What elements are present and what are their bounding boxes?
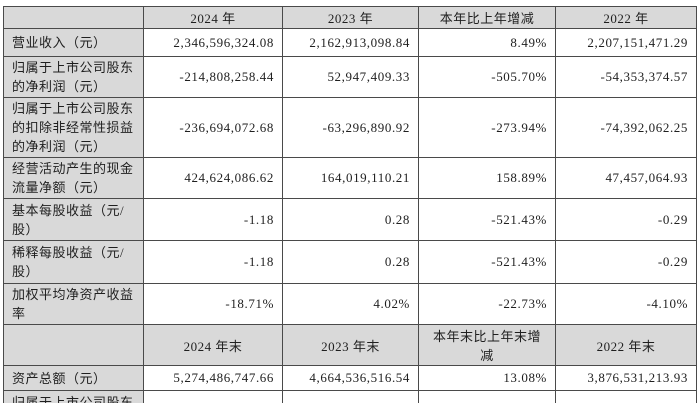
cell-value: -273.94%: [418, 97, 556, 158]
table-row-net-profit-deducted: 归属于上市公司股东的扣除非经常性损益的净利润（元） -236,694,072.6…: [3, 97, 697, 158]
table-row-basic-eps: 基本每股收益（元/股） -1.18 0.28 -521.43% -0.29: [3, 198, 697, 241]
col-header-2022: 2022 年: [555, 6, 697, 29]
corner-cell: [3, 324, 144, 366]
section-header-row: 2024 年末 2023 年末 本年末比上年末增减 2022 年末: [3, 324, 697, 366]
row-label: 归属于上市公司股东的净利润（元）: [3, 56, 144, 98]
cell-value: -214,808,258.44: [143, 56, 283, 98]
cell-value: 13.08%: [418, 365, 556, 391]
cell-value: 47,457,064.93: [555, 157, 697, 199]
table-row-total-assets: 资产总额（元） 5,274,486,747.66 4,664,536,516.5…: [3, 365, 697, 391]
cell-value: 1,283,599,997.43: [555, 390, 697, 403]
cell-value: -54,353,374.57: [555, 56, 697, 98]
cell-value: 2,207,151,471.29: [555, 28, 697, 57]
cell-value: -236,694,072.68: [143, 97, 283, 158]
cell-value: -22.73%: [418, 283, 556, 325]
row-label: 归属于上市公司股东的扣除非经常性损益的净利润（元）: [3, 97, 144, 158]
cell-value: 1,331,189,169.16: [282, 390, 419, 403]
row-label: 稀释每股收益（元/股）: [3, 240, 144, 284]
cell-value: -74,392,062.25: [555, 97, 697, 158]
row-label: 加权平均净资产收益率: [3, 283, 144, 325]
row-label: 归属于上市公司股东的净资产（元）: [3, 390, 144, 403]
cell-value: -505.70%: [418, 56, 556, 98]
cell-value: -1.18: [143, 240, 283, 284]
cell-value: 2,162,913,098.84: [282, 28, 419, 57]
section-header-row: 2024 年 2023 年 本年比上年增减 2022 年: [3, 6, 697, 29]
cell-value: 0.28: [282, 240, 419, 284]
cell-value: 1,042,147,976.95: [143, 390, 283, 403]
table-row-net-profit: 归属于上市公司股东的净利润（元） -214,808,258.44 52,947,…: [3, 56, 697, 98]
cell-value: -521.43%: [418, 240, 556, 284]
col-header-2024-end: 2024 年末: [143, 324, 283, 366]
cell-value: -1.18: [143, 198, 283, 241]
cell-value: 4.02%: [282, 283, 419, 325]
row-label: 基本每股收益（元/股）: [3, 198, 144, 241]
cell-value: 424,624,086.62: [143, 157, 283, 199]
cell-value: -18.71%: [143, 283, 283, 325]
cell-value: -0.29: [555, 198, 697, 241]
cell-value: -0.29: [555, 240, 697, 284]
row-label: 资产总额（元）: [3, 365, 144, 391]
financial-summary-table: 2024 年 2023 年 本年比上年增减 2022 年 营业收入（元） 2,3…: [3, 6, 697, 403]
cell-value: 3,876,531,213.93: [555, 365, 697, 391]
cell-value: 52,947,409.33: [282, 56, 419, 98]
col-header-2024: 2024 年: [143, 6, 283, 29]
table-row-operating-revenue: 营业收入（元） 2,346,596,324.08 2,162,913,098.8…: [3, 28, 697, 57]
table-row-weighted-avg-roe: 加权平均净资产收益率 -18.71% 4.02% -22.73% -4.10%: [3, 283, 697, 325]
cell-value: 5,274,486,747.66: [143, 365, 283, 391]
table-row-net-assets: 归属于上市公司股东的净资产（元） 1,042,147,976.95 1,331,…: [3, 390, 697, 403]
row-label: 营业收入（元）: [3, 28, 144, 57]
cell-value: 0.28: [282, 198, 419, 241]
row-label: 经营活动产生的现金流量净额（元）: [3, 157, 144, 199]
cell-value: 158.89%: [418, 157, 556, 199]
cell-value: 8.49%: [418, 28, 556, 57]
col-header-2022-end: 2022 年末: [555, 324, 697, 366]
corner-cell: [3, 6, 144, 29]
col-header-yoy-change: 本年比上年增减: [418, 6, 556, 29]
cell-value: -21.71%: [418, 390, 556, 403]
cell-value: 2,346,596,324.08: [143, 28, 283, 57]
cell-value: -4.10%: [555, 283, 697, 325]
cell-value: 4,664,536,516.54: [282, 365, 419, 391]
col-header-yearend-change: 本年末比上年末增减: [418, 324, 556, 366]
cell-value: 164,019,110.21: [282, 157, 419, 199]
table-row-diluted-eps: 稀释每股收益（元/股） -1.18 0.28 -521.43% -0.29: [3, 240, 697, 284]
table-row-operating-cash-flow: 经营活动产生的现金流量净额（元） 424,624,086.62 164,019,…: [3, 157, 697, 199]
col-header-2023-end: 2023 年末: [282, 324, 419, 366]
cell-value: -521.43%: [418, 198, 556, 241]
col-header-2023: 2023 年: [282, 6, 419, 29]
cell-value: -63,296,890.92: [282, 97, 419, 158]
